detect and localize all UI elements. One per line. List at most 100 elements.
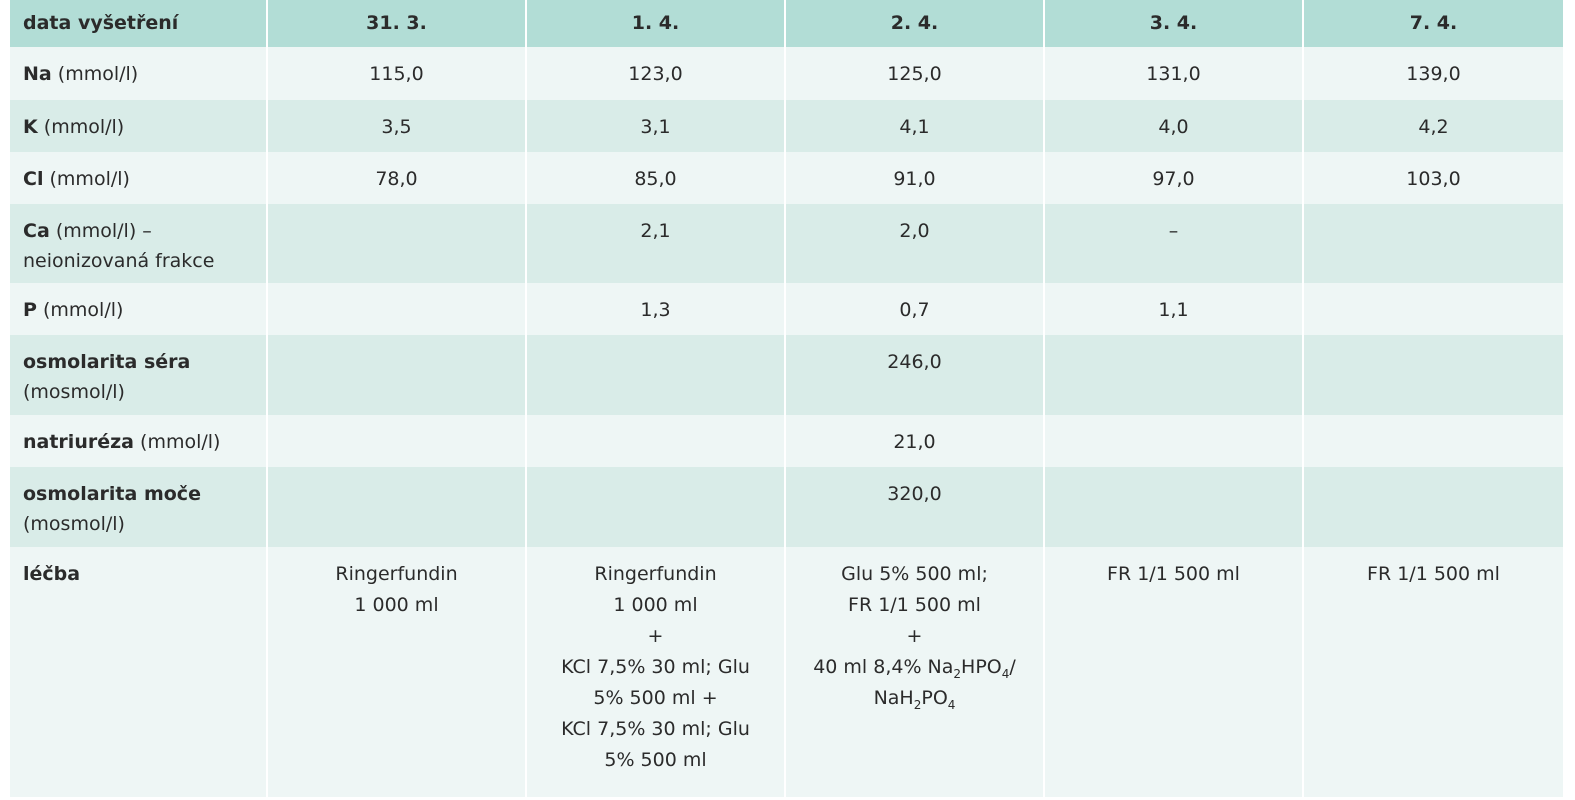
label-text: (mmol/l) (57, 63, 139, 85)
row-label: natriuréza (mmol/l) (10, 415, 267, 467)
header-cell: 1. 4. (525, 0, 785, 47)
table-row: K (mmol/l) 3,5 3,1 4,1 4,0 4,2 (10, 100, 1563, 152)
header-cell: 3. 4. (1043, 0, 1303, 47)
treatment-line: Ringerfundin (278, 559, 515, 590)
value-cell (266, 415, 526, 467)
treatment-line: Ringerfundin (549, 559, 762, 590)
value: 91,0 (893, 168, 936, 190)
value-cell (1302, 467, 1563, 547)
treatment-cell: Glu 5% 500 ml; FR 1/1 500 ml +40 ml 8,4% N… (784, 547, 1044, 797)
table-row: Na (mmol/l) 115,0 123,0 125,0 131,0 139,0 (10, 47, 1563, 100)
label-bold: léčba (23, 563, 81, 585)
subscript: 2 (953, 667, 962, 681)
label-text: (mmol/l) – neionizovaná frakce (23, 220, 215, 272)
label-text: (mmol/l) (49, 168, 130, 190)
label-text: (mmol/l) (42, 299, 124, 321)
value-cell: 1,3 (525, 283, 785, 335)
value: 0,7 (899, 299, 930, 321)
value-cell: 246,0 (784, 335, 1044, 415)
value: 320,0 (887, 483, 942, 505)
value: 4,0 (1158, 116, 1189, 138)
treatment-text: / (1009, 656, 1016, 678)
treatment-text: KCl 7,5% 30 ml; Glu 5% 500 ml (561, 718, 750, 771)
treatment-text: PO (921, 687, 948, 709)
treatment-text: 40 ml 8,4% Na (813, 656, 954, 678)
label-bold: K (23, 116, 38, 138)
treatment-text: NaH (873, 687, 914, 709)
value-cell (266, 335, 526, 415)
value-cell (1043, 467, 1303, 547)
value-cell (1302, 335, 1563, 415)
treatment-text: Ringerfundin (594, 563, 717, 585)
value-cell: 1,1 (1043, 283, 1303, 335)
value-cell (525, 415, 785, 467)
value: 4,1 (899, 116, 930, 138)
value-cell (1302, 204, 1563, 283)
label-text: (mosmol/l) (23, 513, 125, 535)
treatment-text: 1 000 ml (354, 594, 439, 616)
treatment-line: Glu 5% 500 ml; (796, 559, 1033, 590)
row-label: P (mmol/l) (10, 283, 267, 335)
subscript: 4 (1001, 667, 1010, 681)
value: 3,5 (381, 116, 412, 138)
header-cell: 7. 4. (1302, 0, 1563, 47)
table-row: osmolarita moče (mosmol/l) 320,0 (10, 467, 1563, 547)
label-bold: P (23, 299, 37, 321)
treatment-text: + (647, 625, 664, 647)
value-cell (1302, 283, 1563, 335)
treatment-line: FR 1/1 500 ml (1055, 559, 1292, 590)
treatment-line: 1 000 ml (549, 590, 762, 621)
value-cell: 2,1 (525, 204, 785, 283)
label-bold: Cl (23, 168, 44, 190)
value: 125,0 (887, 63, 942, 85)
treatment-cell: Ringerfundin 1 000 ml (266, 547, 526, 797)
value-cell: 2,0 (784, 204, 1044, 283)
treatment-line: 1 000 ml (278, 590, 515, 621)
value-cell: 4,1 (784, 100, 1044, 152)
value: 4,2 (1418, 116, 1449, 138)
value-cell (266, 467, 526, 547)
table-row: Ca (mmol/l) – neionizovaná frakce 2,1 2,0 – (10, 204, 1563, 283)
treatment-line: FR 1/1 500 ml (796, 590, 1033, 621)
value: 1,3 (640, 299, 671, 321)
table-row: P (mmol/l) 1,3 0,7 1,1 (10, 283, 1563, 335)
value-cell: 78,0 (266, 152, 526, 204)
value-cell (1043, 415, 1303, 467)
value-cell: 0,7 (784, 283, 1044, 335)
lab-table: data vyšetření 31. 3. 1. 4. 2. 4. 3. 4. 7. 4.… (10, 0, 1563, 797)
value: – (1168, 220, 1179, 242)
value: 123,0 (628, 63, 683, 85)
row-label: Na (mmol/l) (10, 47, 267, 100)
value: 3,1 (640, 116, 671, 138)
treatment-text: FR 1/1 500 ml (848, 594, 981, 616)
value-cell: 115,0 (266, 47, 526, 100)
value-cell: 320,0 (784, 467, 1044, 547)
row-label: K (mmol/l) (10, 100, 267, 152)
value-cell (1302, 415, 1563, 467)
label-bold: natriuréza (23, 431, 134, 453)
value-cell: 103,0 (1302, 152, 1563, 204)
treatment-cell: FR 1/1 500 ml (1043, 547, 1303, 797)
value-cell (1043, 335, 1303, 415)
treatment-line: KCl 7,5% 30 ml; Glu 5% 500 ml (549, 714, 762, 776)
header-row: data vyšetření 31. 3. 1. 4. 2. 4. 3. 4. 7. 4. (10, 0, 1563, 47)
treatment-line: KCl 7,5% 30 ml; Glu 5% 500 ml + (549, 652, 762, 714)
value: 2,1 (640, 220, 671, 242)
row-label: osmolarita moče (mosmol/l) (10, 467, 267, 547)
treatment-line: NaH2PO4 (796, 683, 1033, 714)
header-cell: data vyšetření (10, 0, 267, 47)
treatment-line: FR 1/1 500 ml (1314, 559, 1553, 590)
label-bold: Na (23, 63, 52, 85)
value-cell (525, 335, 785, 415)
treatment-line: + (796, 621, 1033, 652)
treatment-text: + (906, 625, 923, 647)
value-cell: 97,0 (1043, 152, 1303, 204)
value: 97,0 (1152, 168, 1195, 190)
value: 246,0 (887, 351, 942, 373)
value-cell: 3,5 (266, 100, 526, 152)
value-cell: 131,0 (1043, 47, 1303, 100)
value: 131,0 (1146, 63, 1201, 85)
value: 2,0 (899, 220, 930, 242)
value: 1,1 (1158, 299, 1189, 321)
value: 115,0 (369, 63, 424, 85)
